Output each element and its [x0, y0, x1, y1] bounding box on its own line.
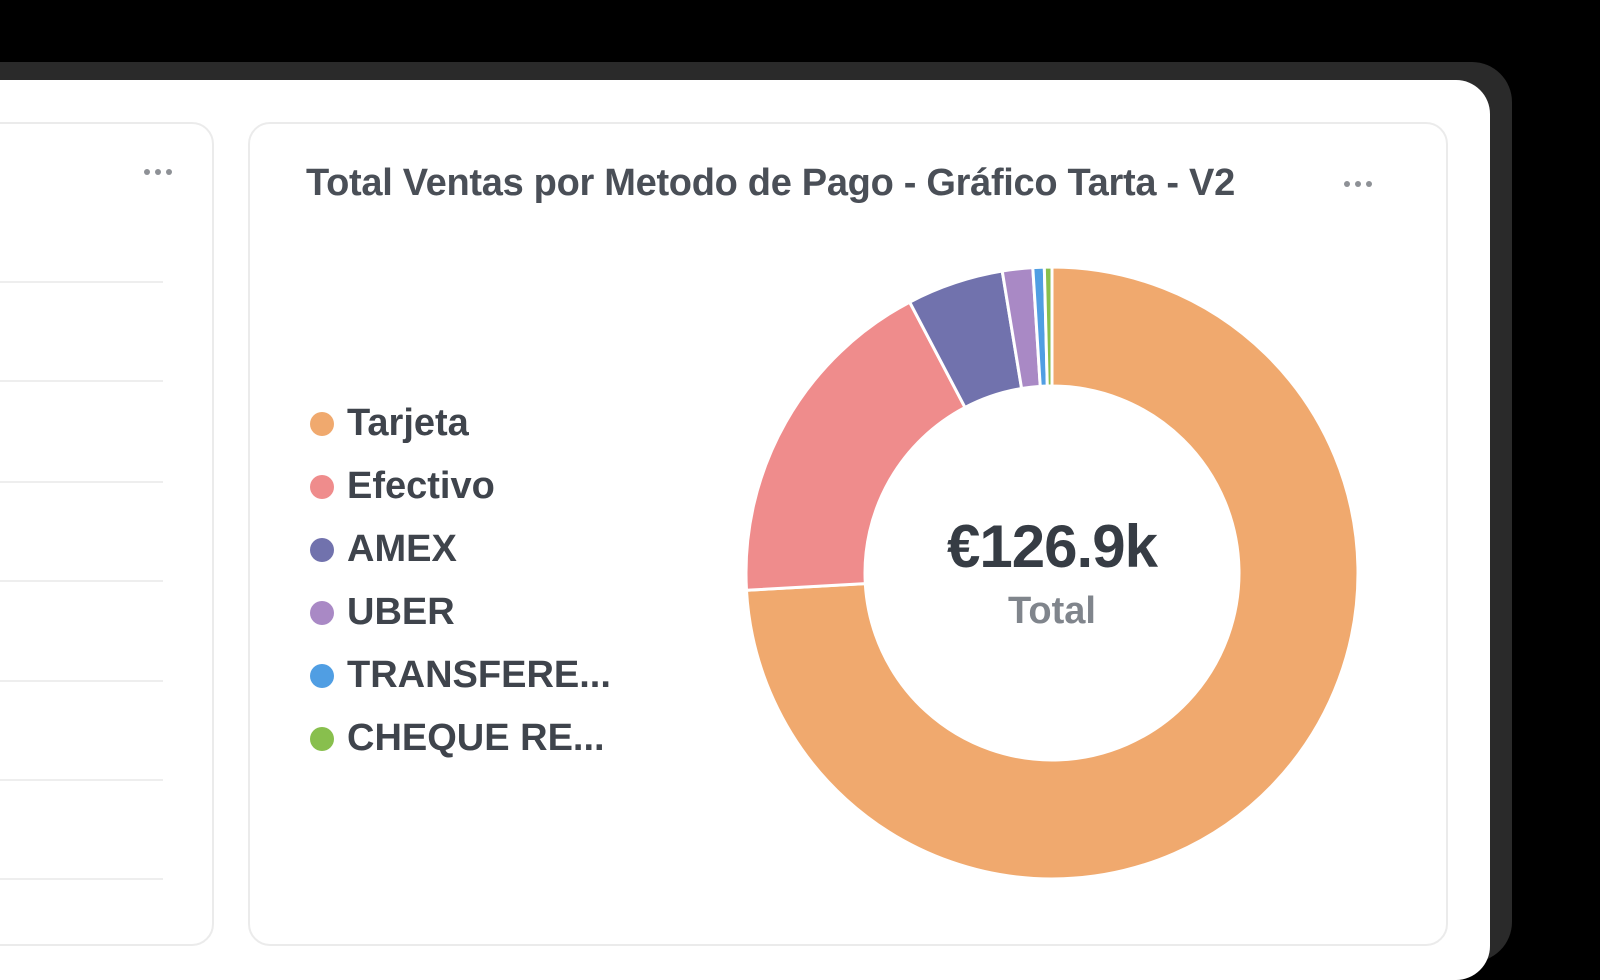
legend-item-cheque[interactable]: CHEQUE RE...	[310, 707, 611, 770]
legend-label: UBER	[347, 591, 455, 633]
table-row-divider	[0, 779, 163, 781]
legend-dot-icon	[310, 663, 334, 688]
legend-item-uber[interactable]: UBER	[310, 581, 611, 644]
legend-item-amex[interactable]: AMEX	[310, 518, 611, 581]
ellipsis-icon	[144, 169, 150, 175]
legend-item-efectivo[interactable]: Efectivo	[310, 455, 611, 518]
table-row-divider	[0, 380, 163, 382]
donut-total-label: Total	[1008, 590, 1096, 632]
chart-legend: Tarjeta Efectivo AMEX UBER TRANSFERE... …	[310, 392, 611, 770]
legend-label: Tarjeta	[347, 402, 469, 444]
legend-dot-icon	[310, 726, 334, 751]
ellipsis-icon	[1344, 181, 1350, 187]
ellipsis-icon	[166, 169, 172, 175]
table-row-divider	[0, 680, 163, 682]
legend-label: AMEX	[347, 528, 457, 570]
ellipsis-icon	[155, 169, 161, 175]
donut-chart	[744, 265, 1360, 881]
table-row-divider	[0, 580, 163, 582]
legend-item-tarjeta[interactable]: Tarjeta	[310, 392, 611, 455]
donut-slice-cheque-re[interactable]	[1042, 265, 1054, 388]
table-row-divider	[0, 481, 163, 483]
card-title: Total Ventas por Metodo de Pago - Gráfic…	[306, 162, 1235, 204]
legend-dot-icon	[310, 411, 334, 436]
ellipsis-icon	[1355, 181, 1361, 187]
legend-label: CHEQUE RE...	[347, 717, 605, 759]
left-dashboard-card	[0, 122, 214, 946]
table-row-divider	[0, 878, 163, 880]
legend-item-transferencia[interactable]: TRANSFERE...	[310, 644, 611, 707]
legend-dot-icon	[310, 537, 334, 562]
ellipsis-icon	[1366, 181, 1372, 187]
donut-slice-efectivo[interactable]	[744, 300, 968, 592]
legend-dot-icon	[310, 474, 334, 499]
table-row-divider	[0, 281, 163, 283]
donut-slice-tarjeta[interactable]	[744, 265, 1360, 881]
card-menu-button[interactable]	[1344, 181, 1372, 187]
donut-slices[interactable]	[744, 265, 1360, 881]
legend-dot-icon	[310, 600, 334, 625]
legend-label: Efectivo	[347, 465, 495, 507]
donut-total-value: €126.9k	[947, 513, 1158, 580]
left-card-menu-button[interactable]	[144, 169, 172, 175]
legend-label: TRANSFERE...	[347, 654, 611, 696]
